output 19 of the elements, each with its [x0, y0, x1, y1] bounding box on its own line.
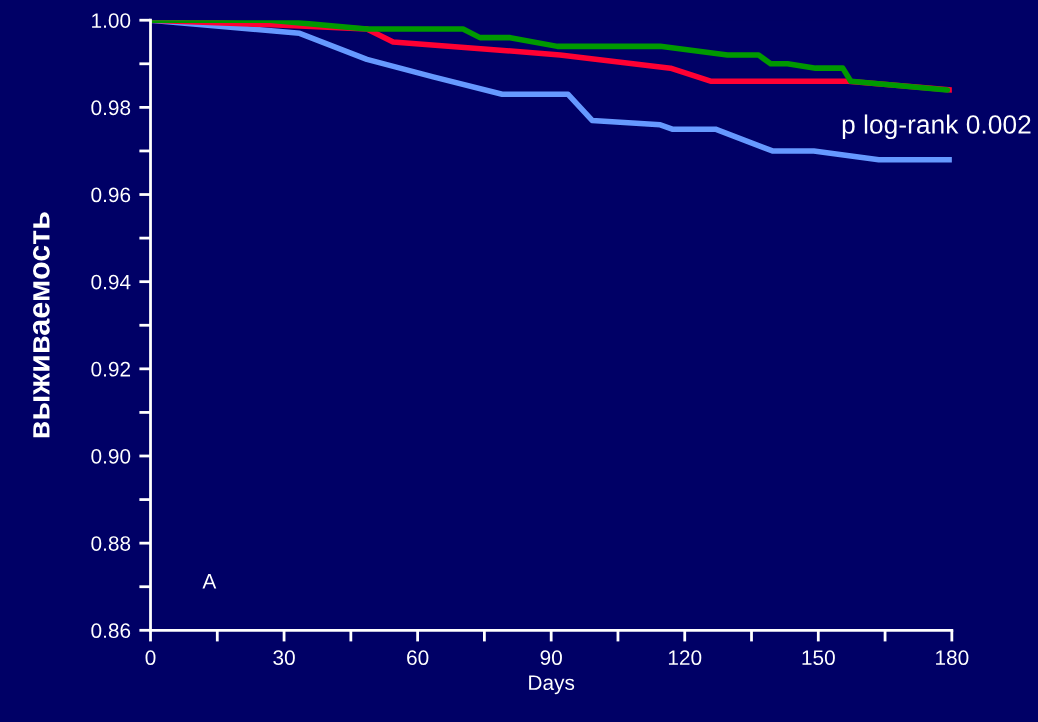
y-tick-label: 0.98: [91, 100, 131, 116]
x-tick-label: 180: [936, 650, 969, 666]
x-tick-label: 60: [407, 650, 429, 666]
x-tick-label: 0: [145, 650, 156, 666]
y-tick-label: 0.94: [91, 274, 131, 290]
x-tick-label: 120: [668, 650, 702, 666]
y-tick-label: 0.90: [91, 449, 131, 464]
x-axis-title: Days: [529, 675, 575, 695]
x-tick-label: 150: [802, 650, 835, 666]
y-axis-title: выживаемость: [33, 212, 50, 438]
annotation: p log-rank 0.002: [842, 114, 1031, 140]
x-tick-label: 30: [273, 650, 295, 666]
annotation: A: [202, 574, 217, 589]
y-tick-label: 1.00: [92, 13, 131, 28]
x-tick-label: 90: [540, 650, 562, 666]
y-tick-label: 0.86: [91, 623, 131, 639]
y-tick-label: 0.88: [91, 536, 131, 551]
y-tick-label: 0.96: [91, 187, 131, 203]
y-tick-label: 0.92: [91, 361, 131, 377]
